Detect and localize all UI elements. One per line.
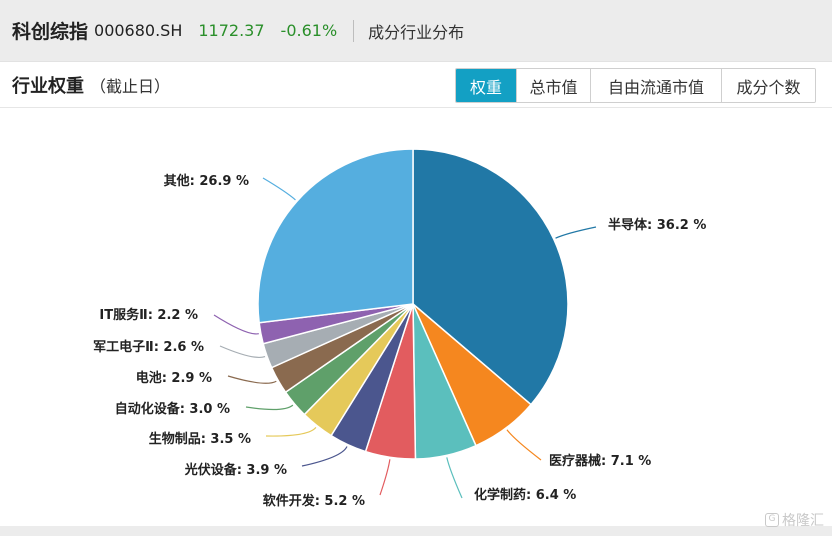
pie-slice[interactable] [412, 148, 569, 406]
slice-label: 军工电子Ⅱ: 2.6 % [93, 339, 204, 355]
bottom-strip [0, 526, 832, 536]
header-divider [353, 19, 355, 42]
leader-line [301, 446, 348, 467]
top-bar: 科创综指 000680.SH 1172.37 -0.61% 成分行业分布 [0, 0, 832, 62]
slice-label: 光伏设备: 3.9 % [184, 462, 287, 478]
slice-label: 生物制品: 3.5 % [149, 431, 251, 447]
slice-label: 其他: 26.9 % [164, 173, 249, 189]
index-price: 1172.37 [198, 21, 265, 40]
slice-label: IT服务Ⅱ: 2.2 % [99, 307, 198, 323]
tab-free-float-market-cap[interactable]: 自由流通市值 [590, 69, 721, 102]
slice-label: 半导体: 36.2 % [608, 217, 706, 233]
slice-label: 化学制药: 6.4 % [474, 487, 576, 503]
pie-slice[interactable] [257, 148, 414, 324]
sub-header: 行业权重 （截止日） 权重 总市值 自由流通市值 成分个数 [0, 62, 832, 108]
leader-line [265, 426, 317, 437]
slice-label: 自动化设备: 3.0 % [115, 401, 230, 417]
leader-line [219, 345, 266, 358]
index-name: 科创综指 [12, 21, 89, 43]
leader-line [213, 314, 259, 335]
leader-line [379, 459, 391, 496]
panel-date-note: （截止日） [90, 76, 171, 96]
slice-label: 软件开发: 5.2 % [263, 493, 365, 509]
panel-title: 行业权重 [12, 75, 84, 97]
leader-line [262, 177, 296, 201]
leader-line [245, 404, 294, 411]
slice-label: 电池: 2.9 % [136, 370, 212, 386]
tab-weight[interactable]: 权重 [456, 69, 516, 102]
slice-label: 医疗器械: 7.1 % [549, 453, 651, 469]
leader-line [506, 429, 542, 461]
section-title: 成分行业分布 [368, 22, 465, 42]
index-change: -0.61% [280, 21, 338, 40]
industry-pie-chart: 半导体: 36.2 % 医疗器械: 7.1 % 化学制药: 6.4 % 软件开发: 5… [93, 148, 706, 509]
watermark: G 格隆汇 [765, 510, 824, 530]
tab-constituent-count[interactable]: 成分个数 [721, 69, 815, 102]
leader-line [446, 457, 463, 499]
watermark-text: 格隆汇 [782, 513, 824, 529]
gelonghui-logo-icon: G [765, 513, 779, 527]
leader-line [555, 226, 597, 239]
metric-tabs: 权重 总市值 自由流通市值 成分个数 [455, 68, 816, 103]
leader-line [227, 375, 277, 384]
index-code: 000680.SH [94, 21, 183, 40]
tab-total-market-cap[interactable]: 总市值 [516, 69, 590, 102]
